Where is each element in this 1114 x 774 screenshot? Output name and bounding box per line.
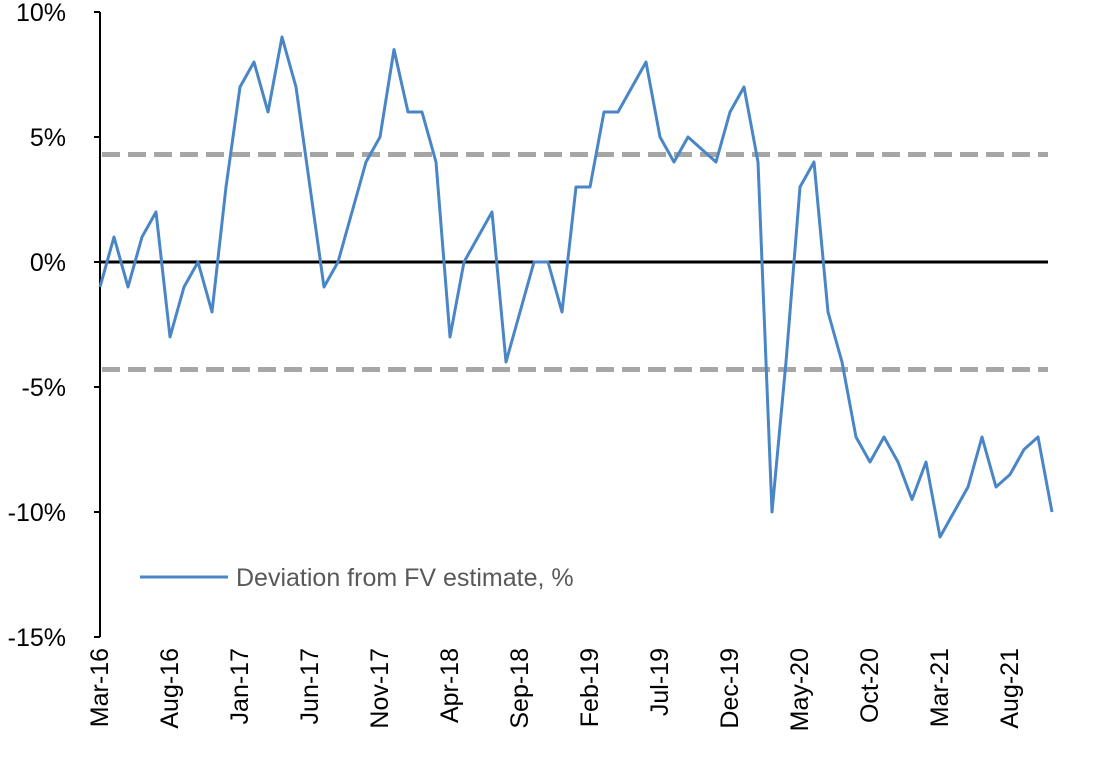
y-tick-label: 10% bbox=[16, 0, 66, 27]
x-tick-label: Aug-16 bbox=[156, 648, 184, 729]
y-tick-label: -5% bbox=[22, 374, 66, 402]
x-tick-label: Jul-19 bbox=[646, 648, 674, 716]
x-tick-label: Aug-21 bbox=[996, 648, 1024, 729]
x-tick-label: Oct-20 bbox=[856, 648, 884, 723]
x-tick-label: Jun-17 bbox=[296, 648, 324, 724]
x-tick-label: May-20 bbox=[786, 648, 814, 731]
data-line bbox=[98, 35, 1054, 539]
x-tick-label: Feb-19 bbox=[576, 648, 604, 727]
x-tick-label: Mar-21 bbox=[926, 648, 954, 727]
legend-label: Deviation from FV estimate, % bbox=[236, 564, 574, 592]
y-tick-label: -10% bbox=[8, 499, 66, 527]
x-tick-label: Nov-17 bbox=[366, 648, 394, 729]
y-tick-label: 0% bbox=[30, 249, 66, 277]
x-tick-label: Sep-18 bbox=[506, 648, 534, 729]
y-tick-label: -15% bbox=[8, 624, 66, 652]
x-tick-label: Jan-17 bbox=[226, 648, 254, 724]
x-tick-label: Mar-16 bbox=[86, 648, 114, 727]
x-tick-label: Apr-18 bbox=[436, 648, 464, 723]
x-tick-label: Dec-19 bbox=[716, 648, 744, 729]
y-tick-label: 5% bbox=[30, 124, 66, 152]
